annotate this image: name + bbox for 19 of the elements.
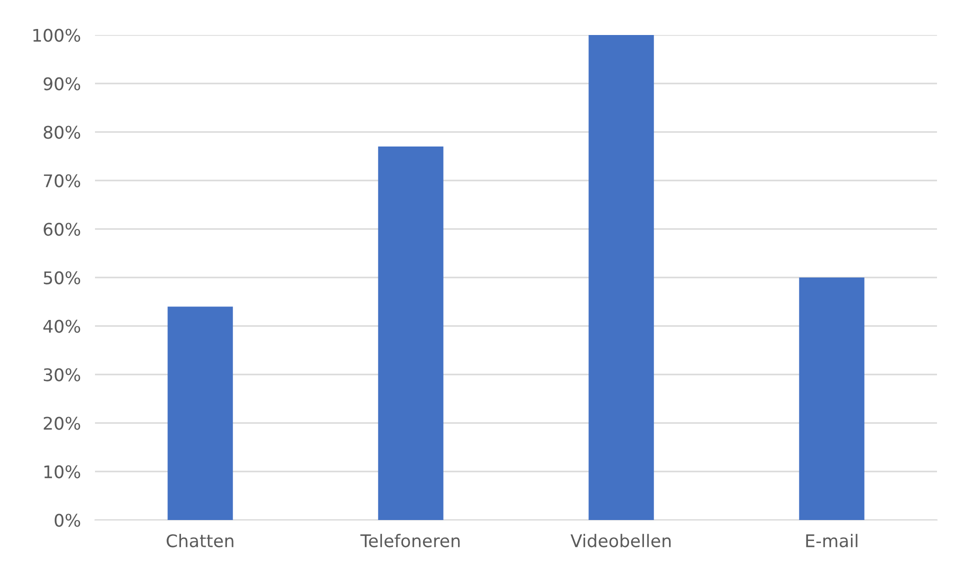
y-tick-label: 30%	[44, 368, 80, 382]
x-tick-label: Chatten	[166, 534, 234, 548]
y-tick-label: 70%	[44, 174, 80, 188]
x-tick-label: Telefoneren	[360, 534, 460, 548]
x-tick-label: Videobellen	[570, 534, 671, 548]
y-tick-label: 10%	[44, 465, 80, 478]
y-tick-label: 0%	[54, 514, 80, 527]
y-tick-label: 100%	[33, 28, 80, 42]
y-tick-label: 90%	[44, 77, 80, 90]
bar	[588, 35, 654, 520]
bar	[799, 278, 864, 520]
x-tick-label: E-mail	[806, 534, 858, 548]
y-tick-label: 40%	[43, 320, 80, 333]
bar	[168, 306, 233, 520]
y-tick-label: 20%	[44, 416, 80, 430]
y-tick-label: 80%	[44, 126, 80, 139]
y-tick-label: 50%	[44, 271, 80, 284]
y-tick-label: 60%	[44, 222, 80, 236]
bar	[378, 146, 444, 520]
